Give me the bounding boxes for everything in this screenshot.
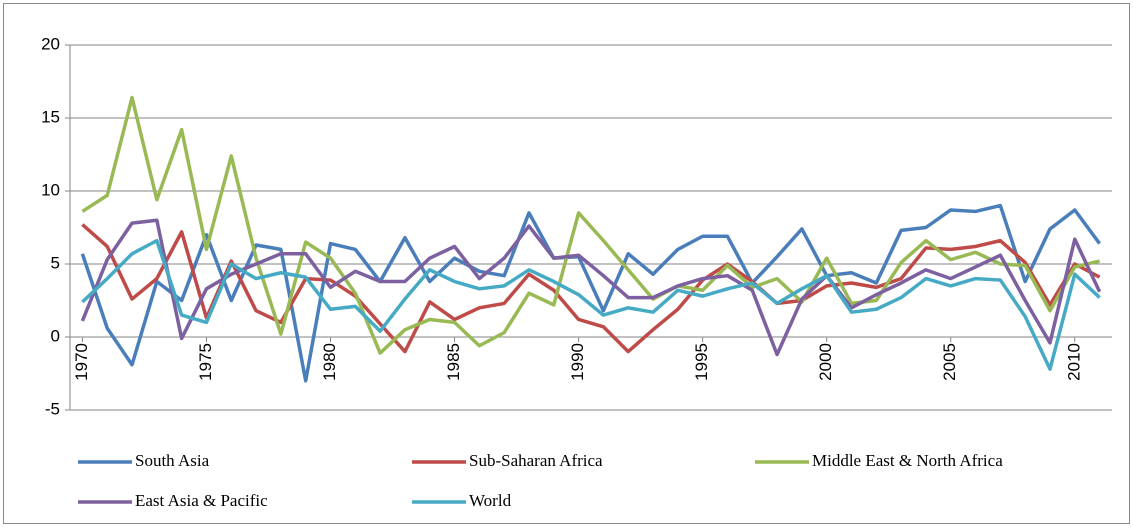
series-line — [80, 218, 1102, 357]
series-line — [80, 203, 1102, 383]
series-line — [81, 238, 1101, 371]
legend-label: World — [469, 491, 512, 510]
x-tick-label: 1980 — [320, 343, 339, 381]
legend-label: Sub-Saharan Africa — [469, 451, 603, 470]
series-line — [81, 95, 1101, 355]
x-tick-label: 1975 — [196, 343, 215, 381]
legend-label: Middle East & North Africa — [812, 451, 1003, 470]
y-tick-label: -5 — [45, 399, 60, 418]
x-tick-label: 2000 — [816, 343, 835, 381]
legend-label: South Asia — [135, 451, 210, 470]
y-tick-label: 20 — [41, 34, 60, 53]
x-tick-label: 1995 — [692, 343, 711, 381]
y-tick-label: 5 — [51, 253, 60, 272]
y-tick-label: 0 — [51, 326, 60, 345]
series-line — [81, 223, 1101, 354]
y-tick-label: 10 — [41, 180, 60, 199]
x-tick-label: 1985 — [444, 343, 463, 381]
x-tick-label: 1970 — [72, 343, 91, 381]
legend-label: East Asia & Pacific — [135, 491, 268, 510]
x-tick-label: 2005 — [940, 343, 959, 381]
x-tick-label: 2010 — [1064, 343, 1083, 381]
y-tick-label: 15 — [41, 107, 60, 126]
x-tick-label: 1990 — [568, 343, 587, 381]
